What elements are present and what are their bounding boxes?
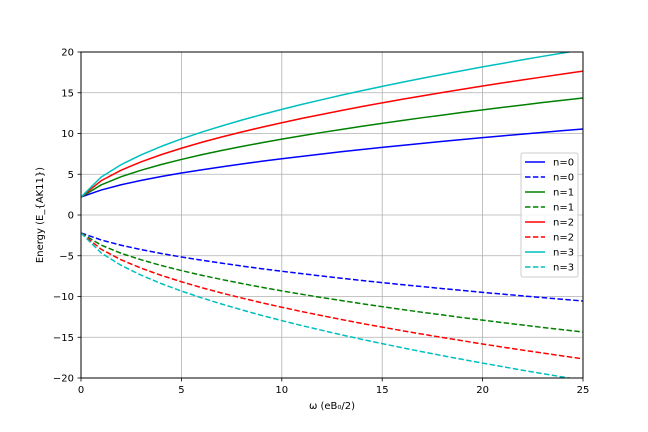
x-tick-label: 10 (275, 385, 288, 396)
series-line-n-1-solid (81, 97, 583, 198)
axis-ticks: 0 5 10 15 20 25 −20 −15 −10 −5 0 5 10 15 20 (53, 48, 589, 397)
legend-label: n=2 (553, 218, 574, 229)
y-tick-label: 20 (61, 48, 74, 59)
legend-label: n=3 (553, 248, 574, 259)
legend-box (520, 152, 579, 278)
legend-label: n=0 (553, 173, 574, 184)
legend-label: n=1 (553, 203, 574, 214)
series-line-n-3-solid (81, 52, 574, 198)
y-tick-label: −15 (53, 333, 74, 344)
x-axis-label: ω (eB₀/2) (309, 401, 355, 412)
y-tick-label: 5 (68, 170, 74, 181)
series-line-n-0-dashed (81, 232, 583, 302)
series-line-n-2-solid (81, 70, 583, 198)
x-tick-label: 20 (476, 385, 489, 396)
x-tick-label: 5 (178, 385, 184, 396)
y-tick-label: 0 (68, 211, 74, 222)
legend-label: n=3 (553, 263, 574, 274)
x-tick-label: 25 (577, 385, 590, 396)
y-tick-label: −20 (53, 374, 74, 385)
series-line-n-1-dashed (81, 232, 583, 333)
legend-label: n=1 (553, 188, 574, 199)
y-tick-label: −10 (53, 292, 74, 303)
series-lines (81, 52, 583, 378)
y-tick-label: 10 (61, 129, 74, 140)
legend-label: n=0 (553, 158, 574, 169)
y-axis-label: Energy (E_{AK11}) (35, 167, 46, 263)
x-tick-label: 15 (376, 385, 389, 396)
y-tick-label: 15 (61, 88, 74, 99)
y-tick-label: −5 (59, 251, 74, 262)
series-line-n-3-dashed (81, 232, 574, 378)
series-line-n-0-solid (81, 128, 583, 198)
x-tick-label: 0 (78, 385, 84, 396)
series-line-n-2-dashed (81, 232, 583, 360)
legend-label: n=2 (553, 233, 574, 244)
legend: n=0 n=0 n=1 n=1 n=2 n=2 n=3 n=3 (520, 152, 579, 278)
